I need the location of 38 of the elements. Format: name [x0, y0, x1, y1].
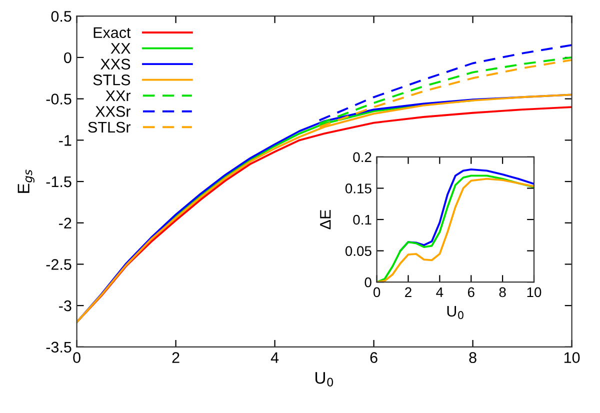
y-tick-label: 0: [64, 52, 72, 64]
y-tick-label: -2.5: [46, 259, 72, 270]
x-tick-label: 2: [405, 287, 412, 298]
x-tick-label: 4: [436, 287, 444, 298]
y-tick-label: -2: [59, 218, 72, 228]
y-tick-label: 0.5: [51, 10, 72, 22]
y-tick-label: 0.15: [345, 184, 372, 194]
y-tick-label: -3.5: [46, 342, 72, 353]
legend-label: XXS: [100, 58, 130, 70]
y-tick-label: 0.05: [345, 246, 372, 256]
y-tick-label: 0.2: [353, 152, 372, 162]
y-tick-label: -1.5: [46, 176, 72, 188]
x-axis-title: U$_{0}$: [316, 372, 334, 387]
legend-label: STLS: [93, 74, 130, 86]
legend-label: XXSr: [95, 106, 131, 117]
legend-label: Exact: [94, 27, 131, 38]
line-series: [399, 168, 534, 252]
x-tick-label: 8: [469, 352, 476, 364]
x-axis-title: U$_{0}$: [447, 306, 464, 320]
x-tick-label: 4: [270, 352, 279, 363]
x-tick-label: 10: [527, 287, 542, 298]
x-tick-label: 10: [564, 352, 580, 364]
legend-label: XX: [110, 43, 130, 54]
legend-label: XXr: [106, 90, 131, 101]
x-tick-label: 0: [73, 352, 80, 364]
y-tick-label: -3: [59, 300, 72, 312]
y-tick-label: 0: [364, 277, 372, 288]
y-axis-title: ΔE: [320, 210, 331, 230]
y-tick-label: -1: [59, 135, 72, 146]
x-tick-label: 6: [468, 287, 474, 298]
legend-label: STLSr: [88, 122, 131, 133]
y-tick-label: 0.1: [353, 214, 372, 225]
y-axis-title: E$_{gs}$: [18, 170, 34, 193]
x-tick-label: 2: [172, 352, 180, 363]
x-tick-label: 8: [499, 287, 506, 298]
y-tick-label: -0.5: [46, 94, 72, 104]
x-tick-label: 6: [370, 352, 378, 364]
x-tick-label: 0: [373, 287, 380, 298]
